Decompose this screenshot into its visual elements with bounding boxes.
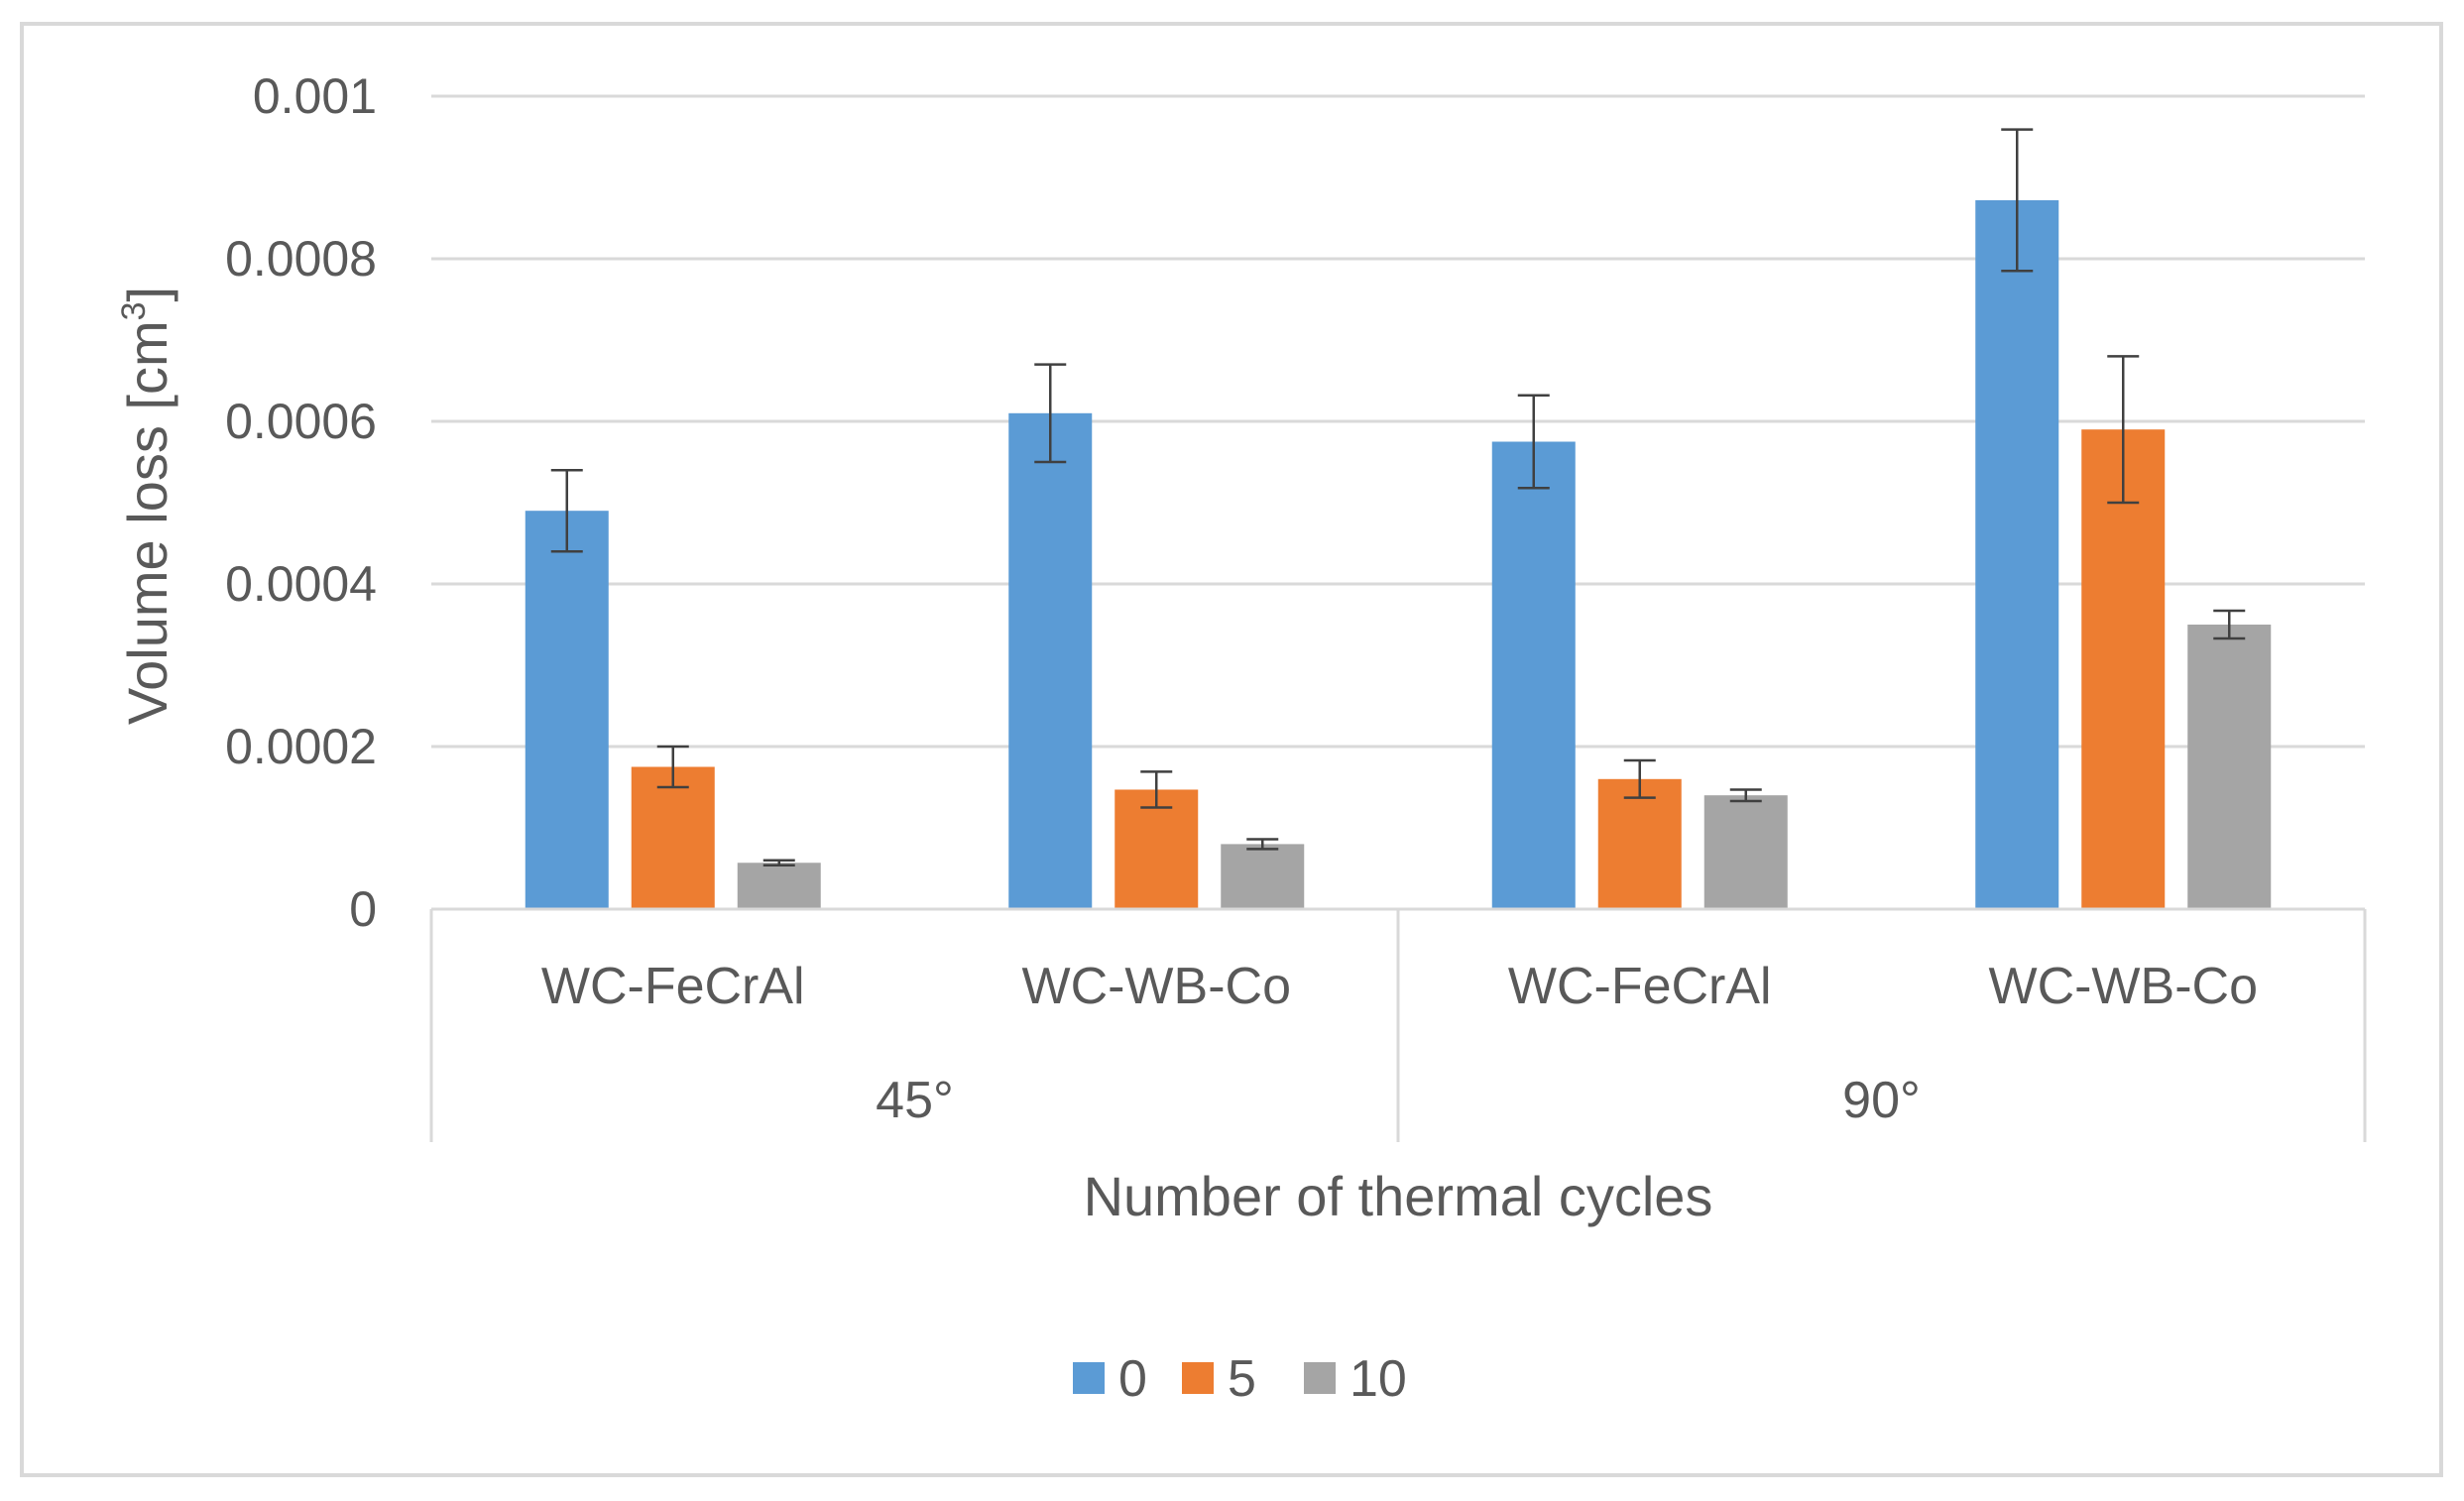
chart-border	[20, 22, 2443, 1477]
category-label: WC-WB-Co	[1988, 958, 2258, 1015]
x-axis	[429, 907, 2367, 1142]
category-label: WC-FeCrAl	[541, 958, 805, 1015]
y-tick-label: 0.0008	[225, 231, 377, 287]
bar-series-10	[1703, 795, 1788, 909]
y-axis-title-text: Volume loss [cm	[116, 320, 178, 725]
category-labels: WC-FeCrAl WC-WB-Co WC-FeCrAl WC-WB-Co 45° 90°	[541, 958, 2258, 1129]
category-label: WC-WB-Co	[1021, 958, 1291, 1015]
bar-series-0	[1008, 412, 1093, 909]
y-tick-label: 0.001	[253, 68, 377, 124]
y-tick-label: 0.0006	[225, 394, 377, 449]
group-label: 45°	[876, 1072, 954, 1129]
category-label: WC-FeCrAl	[1508, 958, 1772, 1015]
bar-series-5	[1115, 789, 1199, 909]
error-bar	[2001, 128, 2034, 273]
y-axis-title-close: ]	[116, 287, 178, 302]
legend-swatch	[1073, 1362, 1105, 1394]
bar-series-10	[1221, 844, 1305, 909]
error-bar	[1729, 788, 1762, 803]
bar-series-0	[1491, 441, 1576, 909]
error-bars	[550, 128, 2246, 866]
legend-item-5: 5	[1182, 1350, 1256, 1408]
y-axis-title-superscript: 3	[115, 301, 153, 320]
x-axis-title: Number of thermal cycles	[1084, 1165, 1713, 1227]
y-tick-label: 0.0002	[225, 719, 377, 774]
bar-series-10	[737, 863, 821, 909]
bars	[525, 199, 2272, 909]
bar-series-5	[1597, 778, 1682, 909]
bar-series-5	[631, 766, 715, 909]
error-bar	[763, 859, 795, 866]
bar-series-10	[2187, 625, 2272, 909]
error-bar	[2213, 609, 2246, 640]
legend-label: 10	[1349, 1350, 1407, 1408]
legend-label: 0	[1118, 1350, 1147, 1408]
error-bar	[1140, 770, 1173, 809]
y-tick-label: 0	[349, 881, 377, 937]
legend-label: 5	[1228, 1350, 1256, 1408]
error-bar	[1623, 758, 1656, 799]
group-label: 90°	[1842, 1072, 1921, 1129]
error-bar	[1034, 363, 1067, 464]
bar-series-5	[2081, 429, 2166, 909]
bar-series-0	[1975, 199, 2059, 909]
legend-item-0: 0	[1073, 1350, 1147, 1408]
y-tick-labels: 0 0.0002 0.0004 0.0006 0.0008 0.001	[225, 68, 377, 937]
y-axis-title: Volume loss [cm3]	[115, 287, 178, 725]
bar-series-0	[525, 511, 609, 909]
error-bar	[1517, 394, 1550, 490]
error-bar	[550, 468, 583, 553]
legend-item-10: 10	[1304, 1350, 1407, 1408]
legend-swatch	[1182, 1362, 1214, 1394]
error-bar	[1246, 838, 1279, 851]
error-bar	[2107, 355, 2140, 505]
error-bar	[656, 745, 689, 789]
legend: 0 5 10	[1073, 1350, 1407, 1408]
legend-swatch	[1304, 1362, 1336, 1394]
y-tick-label: 0.0004	[225, 556, 377, 612]
